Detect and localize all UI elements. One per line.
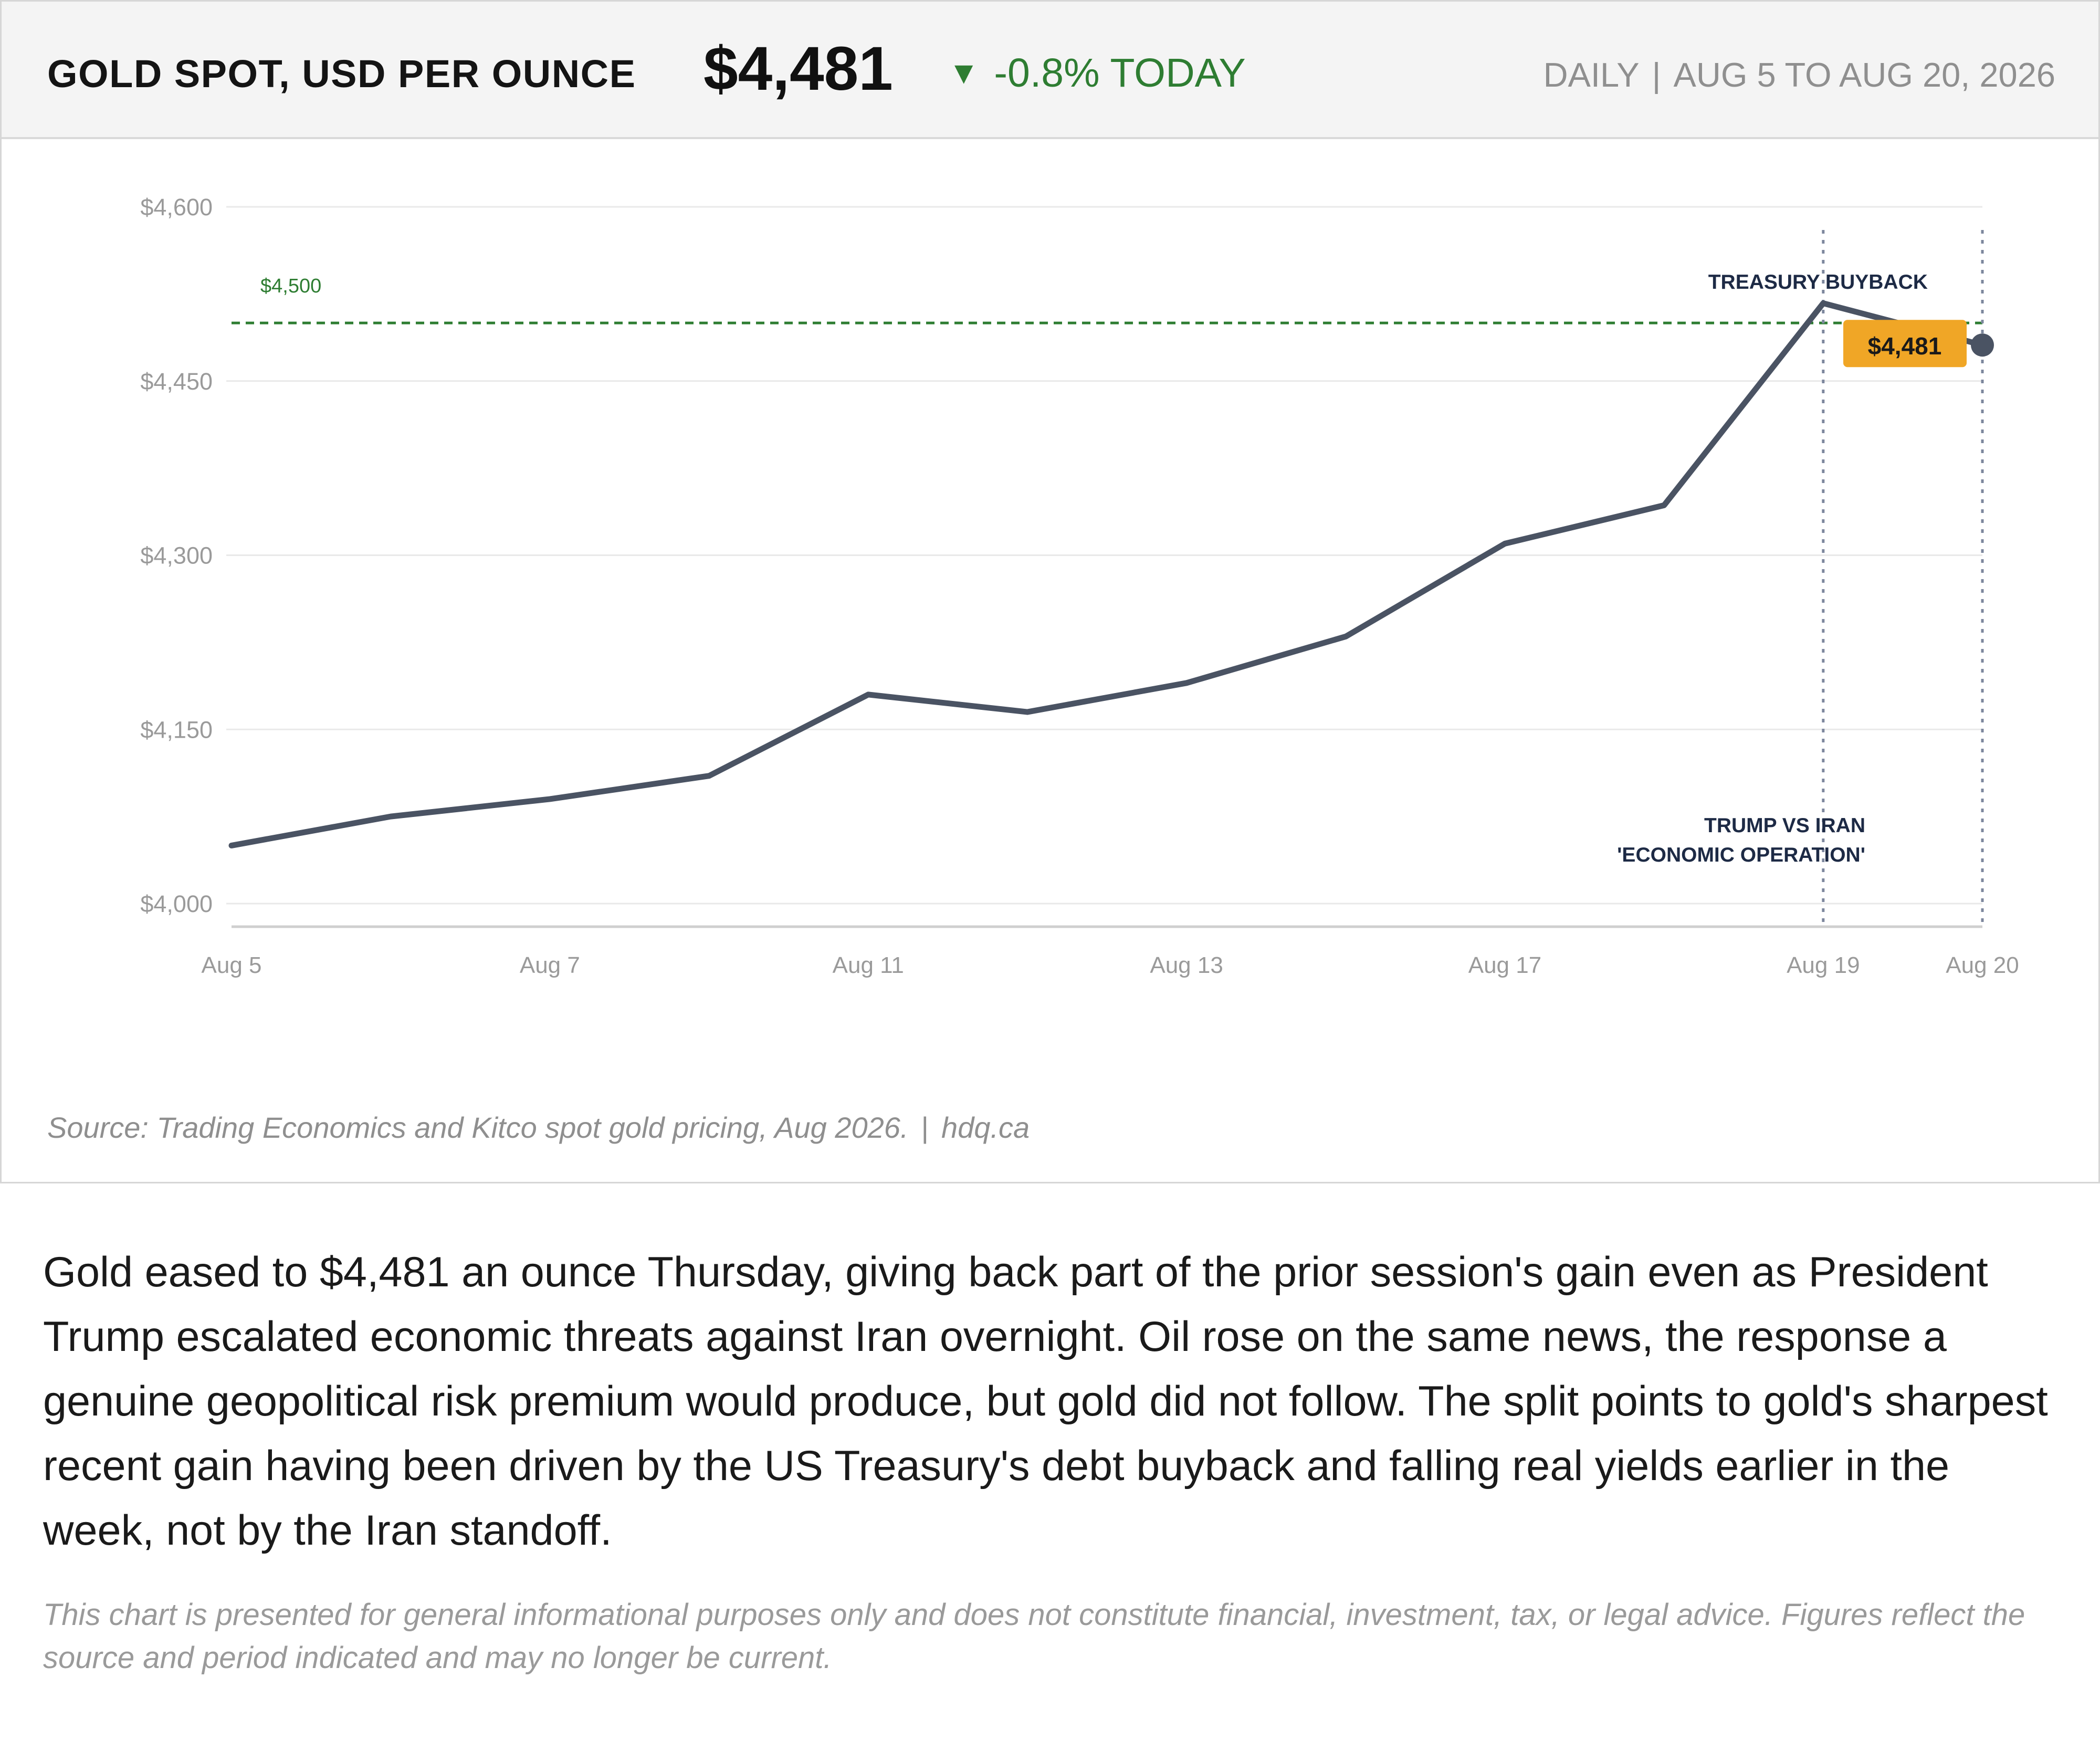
y-tick-label: $4,000 bbox=[140, 890, 213, 917]
daily-change-value: -0.8% TODAY bbox=[994, 50, 1246, 96]
reference-line-label: $4,500 bbox=[260, 275, 321, 297]
event-label: TRUMP VS IRAN bbox=[1704, 814, 1865, 837]
source-text: Source: Trading Economics and Kitco spot… bbox=[47, 1111, 909, 1144]
current-price: $4,481 bbox=[704, 34, 893, 103]
daily-change: ▼ -0.8% TODAY bbox=[948, 50, 1246, 97]
x-tick-label: Aug 13 bbox=[1150, 952, 1223, 978]
range-separator: | bbox=[1652, 56, 1661, 94]
x-tick-label: Aug 20 bbox=[1946, 952, 2019, 978]
disclaimer: This chart is presented for general info… bbox=[43, 1598, 2025, 1675]
event-label: 'ECONOMIC OPERATION' bbox=[1617, 844, 1865, 866]
x-tick-label: Aug 19 bbox=[1787, 952, 1860, 978]
x-tick-label: Aug 5 bbox=[202, 952, 262, 978]
source-separator: | bbox=[921, 1111, 929, 1144]
x-tick-label: Aug 17 bbox=[1468, 952, 1541, 978]
x-tick-label: Aug 11 bbox=[833, 952, 904, 978]
range-label: AUG 5 TO AUG 20, 2026 bbox=[1673, 56, 2055, 94]
last-price-point bbox=[1971, 333, 1994, 357]
last-price-callout bbox=[1843, 320, 1967, 368]
line-chart: $4,000 $4,150 $4,300 $4,450 $4,600 Aug 5 Aug 7… bbox=[140, 194, 2019, 978]
chart-title: GOLD SPOT, USD PER OUNCE bbox=[47, 52, 636, 96]
x-tick-label: Aug 7 bbox=[520, 952, 580, 978]
y-tick-label: $4,450 bbox=[140, 368, 213, 395]
y-tick-label: $4,150 bbox=[140, 716, 213, 743]
chart-header: GOLD SPOT, USD PER OUNCE $4,481 ▼ -0.8% T… bbox=[2, 2, 2098, 139]
event-label: TREASURY BUYBACK bbox=[1708, 271, 1928, 293]
source-site: hdq.ca bbox=[941, 1111, 1030, 1144]
price-series-line bbox=[228, 300, 1986, 848]
y-tick-label: $4,300 bbox=[140, 542, 213, 569]
y-tick-label: $4,600 bbox=[140, 194, 213, 221]
frequency-label: DAILY bbox=[1543, 56, 1640, 94]
date-range: DAILY | AUG 5 TO AUG 20, 2026 bbox=[1544, 55, 2055, 95]
last-price-callout-label: $4,481 bbox=[1868, 332, 1942, 360]
down-arrow-icon: ▼ bbox=[948, 55, 980, 90]
article-paragraph: Gold eased to $4,481 an ounce Thursday, … bbox=[43, 1249, 2048, 1554]
chart-card: GOLD SPOT, USD PER OUNCE $4,481 ▼ -0.8% T… bbox=[0, 0, 2100, 1183]
source-note: Source: Trading Economics and Kitco spot… bbox=[47, 1110, 1030, 1145]
